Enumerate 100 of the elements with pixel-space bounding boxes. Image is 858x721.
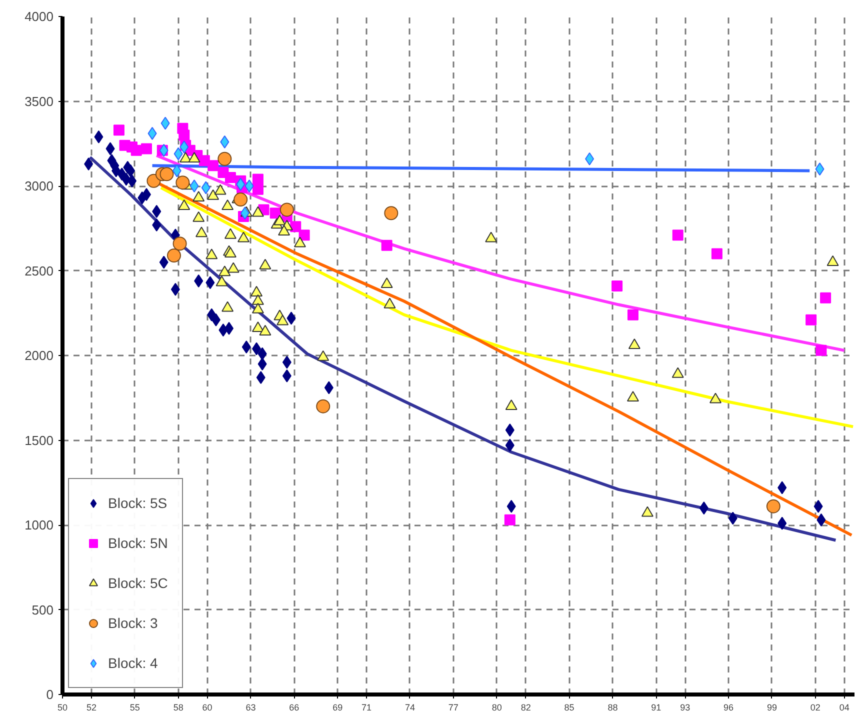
point (252, 174, 264, 185)
point (224, 172, 236, 184)
point (208, 160, 219, 172)
point (778, 481, 787, 494)
point (710, 392, 722, 404)
point (286, 312, 296, 325)
point (506, 500, 516, 513)
point (252, 302, 264, 314)
point (206, 276, 215, 290)
y-tick-label: 0 (46, 687, 54, 702)
point (384, 298, 396, 308)
point (201, 181, 210, 194)
point (152, 218, 162, 232)
point (160, 167, 174, 182)
y-tick-label: 2000 (24, 348, 54, 363)
legend-label: Block: 3 (108, 615, 158, 631)
point (806, 314, 817, 326)
x-tick-label: 93 (680, 702, 690, 712)
point (298, 230, 310, 241)
x-tick-label: 52 (86, 702, 96, 712)
point (172, 164, 182, 178)
point (766, 499, 780, 514)
point (672, 367, 684, 378)
point (166, 248, 181, 262)
point (218, 152, 232, 166)
point (252, 342, 262, 356)
point (699, 502, 708, 515)
x-tick-label: 69 (332, 702, 343, 712)
point (122, 172, 131, 186)
point (220, 135, 230, 148)
point (222, 199, 234, 210)
x-tick-label: 04 (839, 702, 850, 712)
point (227, 262, 240, 273)
point (250, 286, 263, 296)
point (176, 176, 190, 190)
point (820, 292, 832, 304)
point (244, 180, 254, 192)
point (148, 126, 157, 140)
point (130, 144, 142, 156)
point (240, 206, 250, 220)
point (612, 280, 623, 292)
point (816, 513, 826, 526)
point (627, 309, 638, 320)
point (672, 230, 684, 241)
x-tick-label: 91 (651, 702, 662, 712)
point (274, 214, 286, 226)
point (214, 184, 226, 195)
y-tick-label: 500 (32, 602, 54, 618)
point (252, 184, 264, 195)
point (641, 506, 654, 517)
point (84, 157, 94, 170)
point (218, 266, 231, 276)
point (178, 130, 190, 141)
x-tick-label: 55 (130, 702, 140, 712)
point (236, 178, 246, 191)
point (826, 255, 839, 266)
x-tick-label: 96 (724, 702, 734, 712)
y-tick-label: 3500 (24, 94, 54, 109)
point (142, 188, 151, 201)
point (256, 371, 266, 384)
point (384, 206, 398, 220)
point (282, 369, 292, 382)
point (237, 232, 250, 242)
point (316, 399, 330, 414)
point (626, 391, 639, 402)
point (778, 516, 787, 530)
point (380, 277, 393, 288)
point (180, 140, 189, 154)
point (140, 143, 152, 154)
point (280, 202, 294, 217)
point (252, 294, 264, 305)
x-tick-label: 02 (810, 702, 820, 712)
point (172, 236, 187, 251)
legend-label: Block: 5C (108, 575, 168, 591)
legend-label: Block: 5S (108, 495, 168, 511)
point (282, 356, 292, 369)
point (216, 276, 228, 286)
x-tick-label: 77 (448, 702, 458, 712)
point (816, 344, 827, 356)
point (505, 438, 514, 452)
point (505, 400, 518, 410)
point (259, 324, 272, 336)
point (224, 322, 234, 335)
point (160, 116, 170, 130)
point (485, 232, 498, 242)
x-tick-label: 71 (362, 702, 372, 712)
point (222, 301, 234, 312)
point (192, 191, 205, 202)
point (152, 204, 162, 218)
legend-label: Block: 5N (108, 535, 168, 551)
point (174, 147, 183, 160)
point (504, 514, 516, 526)
point (206, 248, 218, 260)
point (258, 347, 267, 360)
x-tick-label: 88 (608, 702, 618, 712)
point (815, 162, 824, 176)
point (585, 152, 594, 166)
x-tick-label: 63 (246, 702, 256, 712)
point (324, 381, 334, 394)
x-tick-label: 50 (57, 702, 68, 712)
